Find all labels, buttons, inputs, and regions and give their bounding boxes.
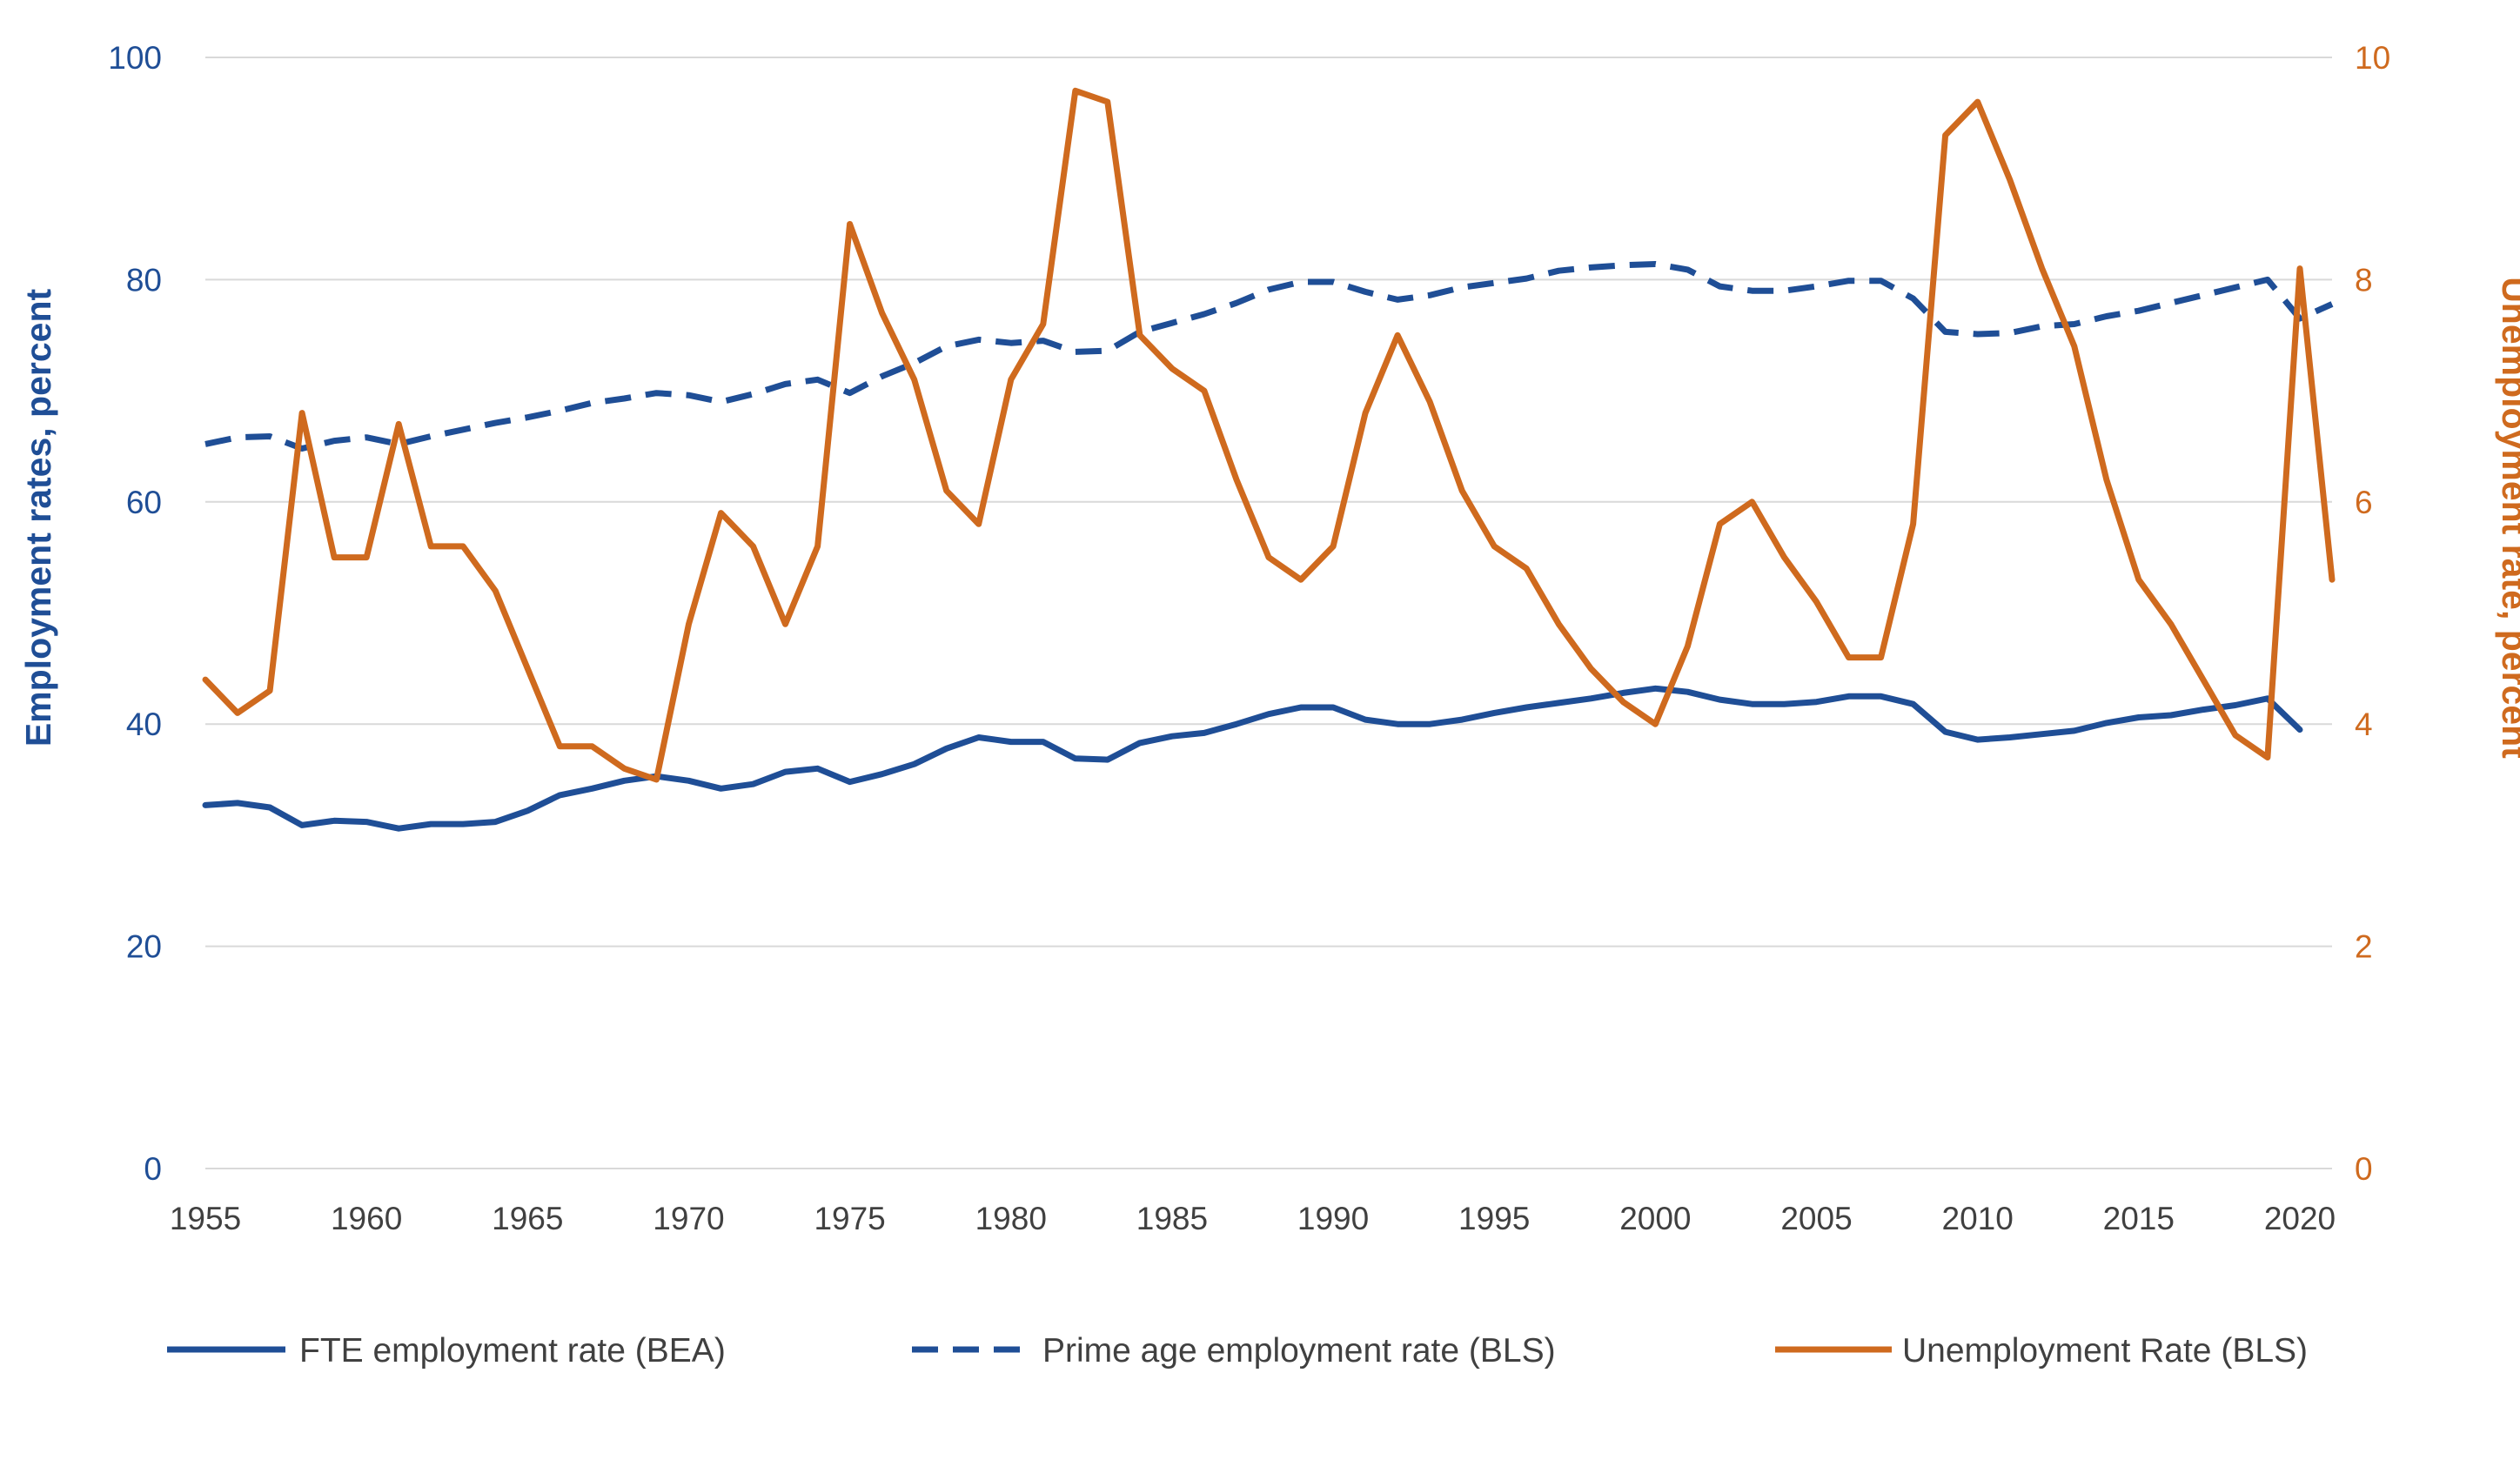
x-tick-label: 1970 bbox=[653, 1201, 724, 1236]
x-tick-label: 2005 bbox=[1780, 1201, 1852, 1236]
right-axis-ticks: 0 2 4 6 8 10 bbox=[2355, 40, 2390, 1187]
right-tick-label: 8 bbox=[2355, 262, 2373, 298]
x-tick-label: 1955 bbox=[170, 1201, 241, 1236]
x-tick-label: 1960 bbox=[331, 1201, 402, 1236]
legend-label: Prime age employment rate (BLS) bbox=[1042, 1332, 1556, 1370]
x-tick-label: 2000 bbox=[1619, 1201, 1691, 1236]
x-tick-label: 2015 bbox=[2103, 1201, 2175, 1236]
legend-item-1: FTE employment rate (BEA) bbox=[167, 1332, 726, 1370]
right-tick-label: 0 bbox=[2355, 1151, 2373, 1187]
x-tick-label: 1985 bbox=[1136, 1201, 1208, 1236]
left-axis-ticks: 0 20 40 60 80 100 bbox=[108, 40, 162, 1187]
left-tick-label: 100 bbox=[108, 40, 162, 76]
right-tick-label: 6 bbox=[2355, 485, 2373, 520]
legend-label: FTE employment rate (BEA) bbox=[299, 1332, 726, 1370]
right-tick-label: 2 bbox=[2355, 929, 2373, 965]
left-tick-label: 0 bbox=[144, 1151, 162, 1187]
x-tick-label: 1990 bbox=[1297, 1201, 1369, 1236]
left-tick-label: 40 bbox=[126, 707, 162, 742]
legend: FTE employment rate (BEA) Prime age emplo… bbox=[167, 1332, 2308, 1370]
left-tick-label: 20 bbox=[126, 929, 162, 965]
series-lines bbox=[202, 87, 2336, 832]
x-tick-label: 2020 bbox=[2264, 1201, 2336, 1236]
right-axis-label: Unemployment rate, percent bbox=[2495, 277, 2520, 759]
gridlines bbox=[205, 57, 2332, 1169]
x-tick-label: 1980 bbox=[975, 1201, 1047, 1236]
left-tick-label: 60 bbox=[126, 485, 162, 520]
x-tick-label: 1975 bbox=[814, 1201, 885, 1236]
right-tick-label: 10 bbox=[2355, 40, 2390, 76]
x-tick-label: 1995 bbox=[1458, 1201, 1530, 1236]
legend-item-2: Prime age employment rate (BLS) bbox=[912, 1332, 1556, 1370]
x-tick-label: 2010 bbox=[1942, 1201, 2014, 1236]
series-line-2 bbox=[204, 261, 2334, 452]
x-tick-label: 1965 bbox=[492, 1201, 563, 1236]
legend-item-3: Unemployment Rate (BLS) bbox=[1775, 1332, 2308, 1370]
series-line-3 bbox=[202, 87, 2336, 783]
series-line-1 bbox=[202, 685, 2303, 832]
right-tick-label: 4 bbox=[2355, 707, 2373, 742]
left-tick-label: 80 bbox=[126, 262, 162, 298]
left-axis-label: Employment rates, percent bbox=[18, 288, 58, 747]
x-axis-ticks: 1955 1960 1965 1970 1975 1980 1985 1990 1995 2000… bbox=[170, 1201, 2336, 1236]
legend-label: Unemployment Rate (BLS) bbox=[1902, 1332, 2308, 1370]
